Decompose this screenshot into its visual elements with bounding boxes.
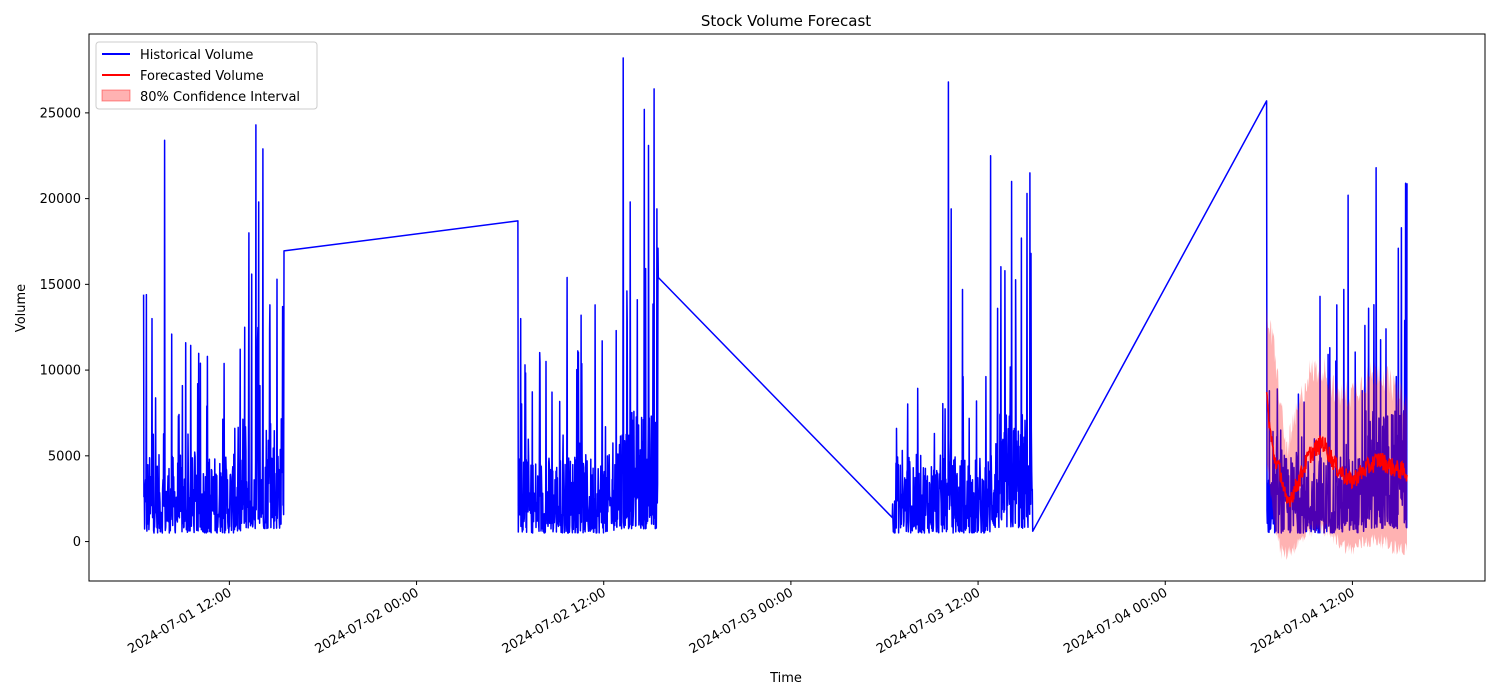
x-axis: 2024-07-01 12:00 2024-07-02 00:00 2024-07-… xyxy=(125,581,1357,657)
legend-forecast-label: Forecasted Volume xyxy=(140,69,264,84)
legend-box xyxy=(95,41,318,110)
plot-area xyxy=(142,57,1408,560)
x-tick-label: 2024-07-02 00:00 xyxy=(313,585,422,657)
y-tick-label: 0 xyxy=(73,535,81,550)
y-axis-label: Volume xyxy=(14,284,29,332)
x-tick-label: 2024-07-03 12:00 xyxy=(874,585,983,657)
y-tick-label: 20000 xyxy=(40,192,81,207)
legend-ci-label: 80% Confidence Interval xyxy=(140,90,300,105)
y-tick-label: 5000 xyxy=(48,449,81,464)
y-tick-label: 25000 xyxy=(40,106,81,121)
y-tick-label: 15000 xyxy=(40,278,81,293)
x-tick-label: 2024-07-01 12:00 xyxy=(125,585,234,657)
historical-volume-line xyxy=(142,57,1408,534)
x-tick-label: 2024-07-04 00:00 xyxy=(1061,585,1170,657)
forecasted-volume-line xyxy=(1265,391,1408,508)
chart-title: Stock Volume Forecast xyxy=(701,12,871,30)
x-tick-label: 2024-07-04 12:00 xyxy=(1248,585,1357,657)
x-tick-label: 2024-07-03 00:00 xyxy=(687,585,796,657)
plot-frame xyxy=(88,33,1486,582)
x-axis-label: Time xyxy=(769,671,802,686)
legend-ci-patch xyxy=(101,89,131,102)
y-axis: 0 5000 10000 15000 20000 25000 xyxy=(40,106,89,550)
x-tick-label: 2024-07-02 12:00 xyxy=(500,585,609,657)
legend-historical-label: Historical Volume xyxy=(140,48,253,63)
y-tick-label: 10000 xyxy=(40,364,81,379)
legend: Historical Volume Forecasted Volume 80% … xyxy=(95,41,318,110)
confidence-interval-band xyxy=(1266,304,1407,560)
